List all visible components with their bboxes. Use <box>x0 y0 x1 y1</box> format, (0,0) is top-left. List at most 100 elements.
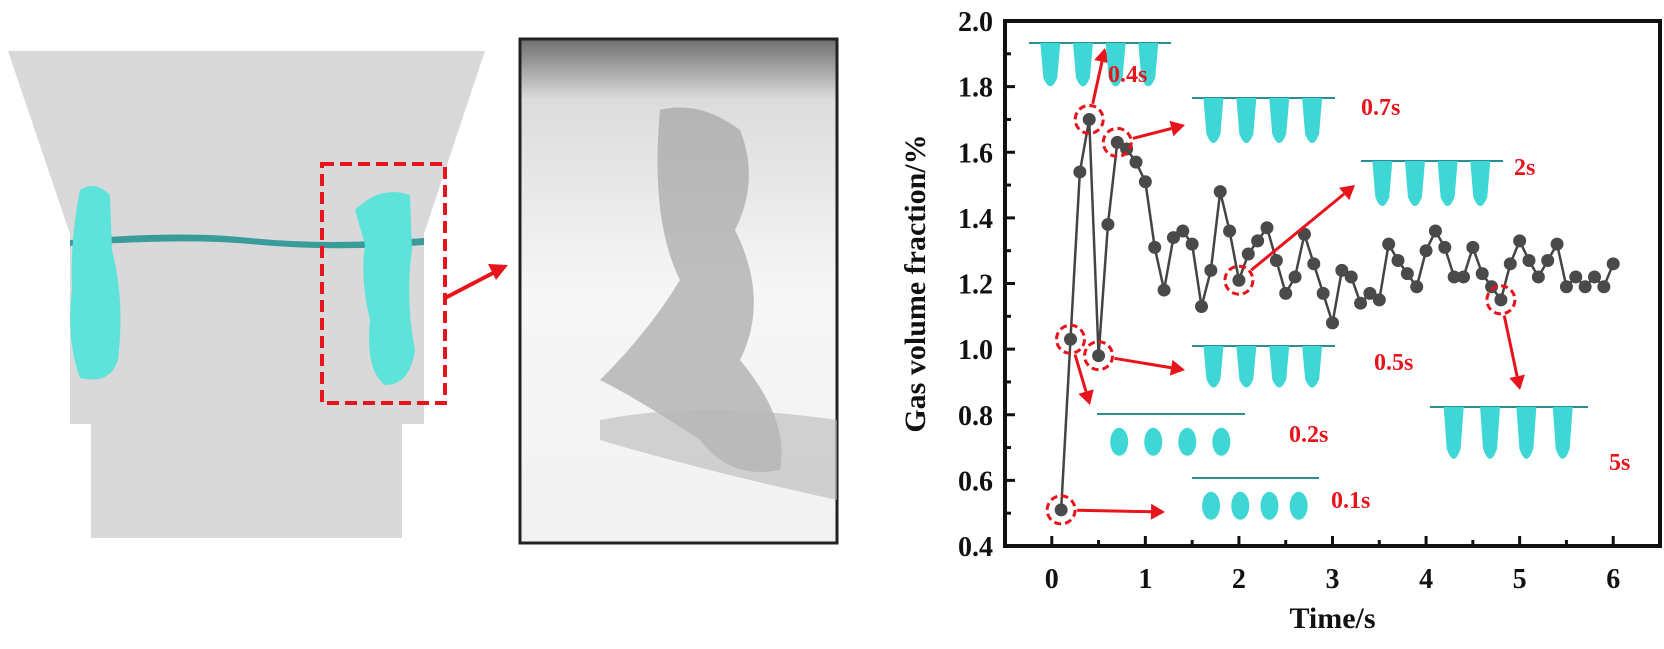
x-tick-label: 2 <box>1232 564 1246 595</box>
highlight-circle <box>1223 264 1255 296</box>
highlight-circle <box>1045 494 1077 526</box>
annotation-arrow <box>1091 61 1104 105</box>
data-point <box>1550 237 1564 251</box>
data-point <box>1428 224 1442 238</box>
data-point <box>1138 175 1152 189</box>
data-point <box>1466 240 1480 254</box>
inset-gas-plume <box>1404 161 1425 206</box>
gas-interface <box>70 234 424 249</box>
data-point <box>1232 273 1246 287</box>
data-point <box>1223 224 1237 238</box>
annotation-label: 0.2s <box>1289 422 1328 448</box>
data-point <box>1241 247 1255 261</box>
data-point <box>1513 234 1527 248</box>
inset-bubble <box>1144 427 1163 456</box>
annotation-arrow <box>1502 315 1519 377</box>
data-point <box>1447 270 1461 284</box>
annotation-arrow <box>1132 127 1172 140</box>
data-point <box>1288 270 1302 284</box>
data-point <box>1457 270 1470 284</box>
highlight-circle <box>1485 284 1517 316</box>
data-point <box>1400 267 1414 281</box>
inset-gas-plume <box>1072 43 1093 87</box>
inset-gas-plume <box>1437 161 1458 206</box>
data-point <box>1382 237 1396 251</box>
zoom-arrow <box>444 270 496 300</box>
data-point <box>1344 270 1358 284</box>
data-point <box>1307 257 1321 271</box>
y-tick-label: 2.0 <box>958 7 993 38</box>
inset-gas-plume <box>1203 98 1224 143</box>
gas-fraction-chart: 0.4 0.6 0.8 1.0 1.2 1.4 1.6 1.8 2.0 0 1 2 3 4 5 6 Time/s… <box>899 7 1662 635</box>
inset-gas-plume <box>1470 161 1491 206</box>
data-point <box>1569 270 1583 284</box>
zoom-arrow-head <box>488 264 508 280</box>
x-tick-label: 6 <box>1606 564 1620 595</box>
x-tick-label: 0 <box>1045 564 1059 595</box>
gas-plume-left <box>70 186 121 380</box>
data-point <box>1541 254 1555 268</box>
data-point <box>1485 280 1499 294</box>
data-point <box>1279 286 1293 300</box>
inset-gas-plume <box>1203 346 1224 388</box>
data-point <box>1326 316 1339 330</box>
experiment-photo-panel <box>518 37 839 545</box>
data-point <box>1260 221 1274 235</box>
inset-gas-plume <box>1516 407 1537 459</box>
x-tick-label: 1 <box>1138 564 1152 595</box>
data-point <box>1531 270 1545 284</box>
annotation-arrow <box>1077 508 1152 514</box>
data-point <box>1129 155 1143 169</box>
data-point <box>1438 240 1452 254</box>
data-point <box>1316 286 1330 300</box>
inset-gas-plume <box>1236 98 1257 143</box>
annotation-arrow <box>1114 356 1172 370</box>
annotation-label: 0.5s <box>1374 350 1413 376</box>
annotation-label: 5s <box>1609 450 1630 476</box>
y-tick-label: 0.8 <box>958 401 993 432</box>
bubble-plume <box>600 107 782 472</box>
inset-gas-plume <box>1552 407 1573 459</box>
y-tick-label: 0.4 <box>958 532 993 563</box>
annotation-label: 0.7s <box>1361 95 1400 121</box>
annotation-label: 2s <box>1514 155 1535 181</box>
annotation-arrowhead <box>1150 503 1165 520</box>
annotation-arrowhead <box>1509 374 1525 390</box>
data-point <box>1148 240 1162 254</box>
y-tick-label: 1.4 <box>958 204 993 235</box>
inset-gas-plume <box>1480 407 1501 459</box>
y-tick-label: 1.0 <box>958 335 993 366</box>
data-point <box>1475 267 1489 281</box>
data-point <box>1110 135 1124 149</box>
x-tick-label: 4 <box>1419 564 1433 595</box>
highlight-circle <box>1055 323 1086 355</box>
data-point <box>1578 280 1592 294</box>
data-point <box>1269 254 1283 268</box>
annotation-arrowhead <box>1169 359 1185 376</box>
annotation-arrowhead <box>1339 185 1355 201</box>
data-point <box>1522 254 1536 268</box>
data-point <box>1073 165 1087 179</box>
tundish-upper-section <box>8 51 485 234</box>
inset-gas-plume <box>1372 161 1393 206</box>
inset-bubble <box>1231 491 1250 520</box>
inset-gas-plume <box>1302 346 1323 388</box>
data-point <box>1185 237 1199 251</box>
data-point <box>1064 332 1077 346</box>
data-point <box>1054 503 1068 517</box>
cfd-simulation-panel <box>8 51 508 538</box>
data-point <box>1204 263 1218 277</box>
highlight-circle <box>1083 340 1115 372</box>
inset-gas-plume <box>1040 43 1061 87</box>
x-tick-label: 3 <box>1326 564 1340 595</box>
data-point <box>1213 185 1227 199</box>
data-point <box>1391 254 1405 268</box>
annotation-arrowhead <box>1169 120 1185 137</box>
annotation-arrow <box>1250 192 1346 272</box>
data-point <box>1251 234 1265 248</box>
y-tick-label: 1.8 <box>958 73 993 104</box>
data-point <box>1503 257 1517 271</box>
inset-gas-plume <box>1443 407 1464 459</box>
highlight-circle <box>1101 126 1133 158</box>
